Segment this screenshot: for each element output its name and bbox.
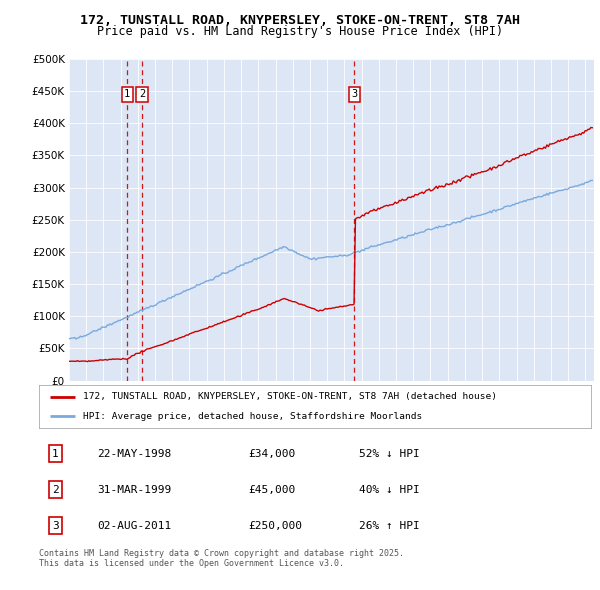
- Text: Contains HM Land Registry data © Crown copyright and database right 2025.
This d: Contains HM Land Registry data © Crown c…: [39, 549, 404, 568]
- Text: 1: 1: [124, 89, 130, 99]
- Text: 172, TUNSTALL ROAD, KNYPERSLEY, STOKE-ON-TRENT, ST8 7AH: 172, TUNSTALL ROAD, KNYPERSLEY, STOKE-ON…: [80, 14, 520, 27]
- Text: 1: 1: [52, 449, 59, 459]
- Text: 02-AUG-2011: 02-AUG-2011: [97, 520, 171, 530]
- Text: 40% ↓ HPI: 40% ↓ HPI: [359, 485, 420, 494]
- Text: 2: 2: [139, 89, 145, 99]
- Text: 3: 3: [52, 520, 59, 530]
- Text: £34,000: £34,000: [249, 449, 296, 459]
- Text: £45,000: £45,000: [249, 485, 296, 494]
- Text: 52% ↓ HPI: 52% ↓ HPI: [359, 449, 420, 459]
- Text: Price paid vs. HM Land Registry's House Price Index (HPI): Price paid vs. HM Land Registry's House …: [97, 25, 503, 38]
- Text: 172, TUNSTALL ROAD, KNYPERSLEY, STOKE-ON-TRENT, ST8 7AH (detached house): 172, TUNSTALL ROAD, KNYPERSLEY, STOKE-ON…: [83, 392, 497, 401]
- Text: 2: 2: [52, 485, 59, 494]
- Text: 3: 3: [352, 89, 358, 99]
- Text: HPI: Average price, detached house, Staffordshire Moorlands: HPI: Average price, detached house, Staf…: [83, 412, 422, 421]
- Text: 22-MAY-1998: 22-MAY-1998: [97, 449, 171, 459]
- Text: 26% ↑ HPI: 26% ↑ HPI: [359, 520, 420, 530]
- Text: £250,000: £250,000: [249, 520, 303, 530]
- Text: 31-MAR-1999: 31-MAR-1999: [97, 485, 171, 494]
